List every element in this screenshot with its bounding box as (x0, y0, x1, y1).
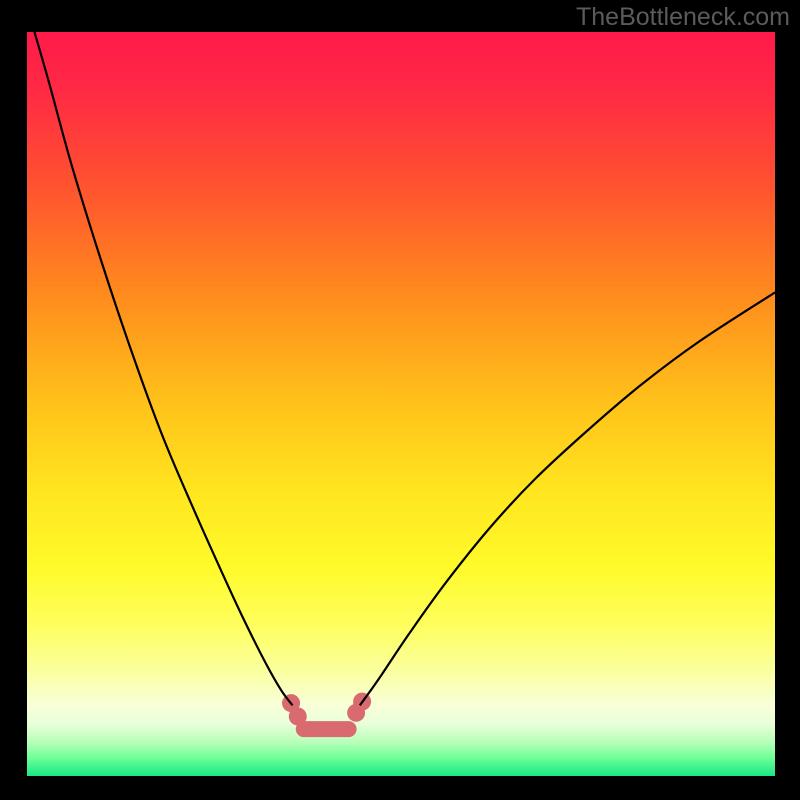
plot-area (27, 32, 775, 776)
chart-svg (27, 32, 775, 776)
watermark-text: TheBottleneck.com (576, 3, 790, 32)
gradient-background (27, 32, 775, 776)
